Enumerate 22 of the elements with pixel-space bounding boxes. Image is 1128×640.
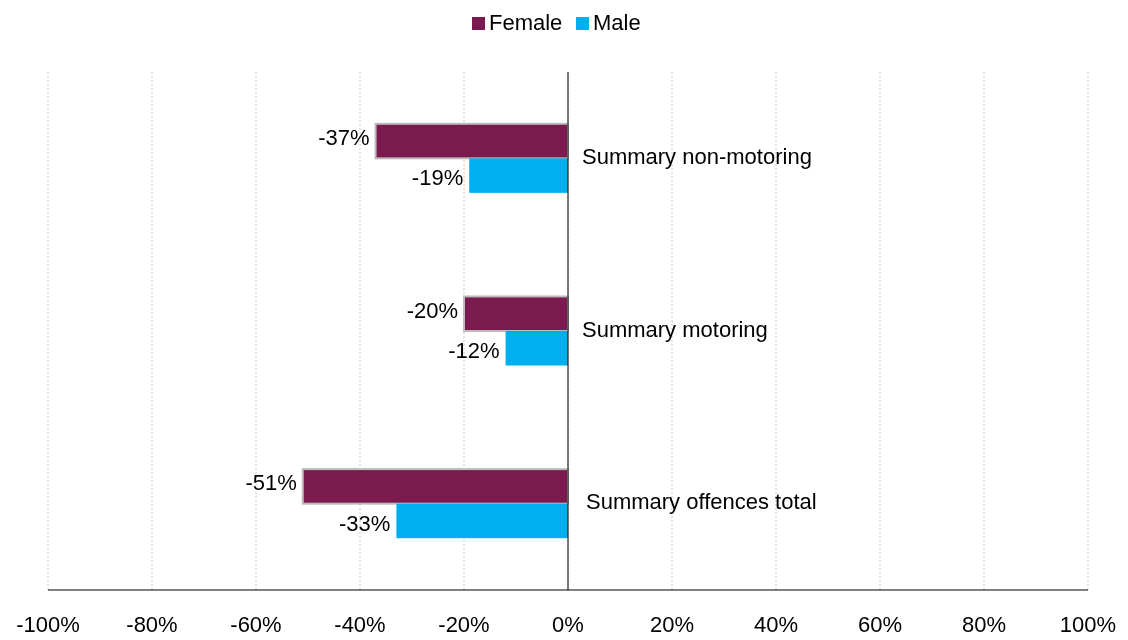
x-tick-label: -60% <box>230 612 282 637</box>
x-tick-label: 80% <box>961 612 1007 637</box>
data-label: -51% <box>245 470 297 496</box>
legend-label: Female <box>489 9 563 35</box>
x-tick-label: 100% <box>1059 612 1117 637</box>
x-tick-label: 40% <box>753 612 799 637</box>
x-tick-label: -80% <box>126 612 178 637</box>
x-tick-label: 60% <box>857 612 903 637</box>
x-tick-label: 20% <box>649 612 695 637</box>
x-tick-label: -20% <box>438 612 490 637</box>
legend-label: Male <box>593 9 641 35</box>
y-tick-label: Summary motoring <box>582 316 768 342</box>
x-tick-label: -40% <box>334 612 386 637</box>
data-label: -37% <box>318 124 370 150</box>
y-tick-label: Summary non-motoring <box>582 144 812 170</box>
data-label: -12% <box>448 338 500 364</box>
x-tick-label: 0% <box>552 612 584 637</box>
x-tick-label: -100% <box>16 612 80 637</box>
data-label: -19% <box>411 165 464 191</box>
data-label: -33% <box>339 510 391 536</box>
y-tick-label: Summary offences total <box>586 489 817 515</box>
data-label: -20% <box>406 297 458 323</box>
